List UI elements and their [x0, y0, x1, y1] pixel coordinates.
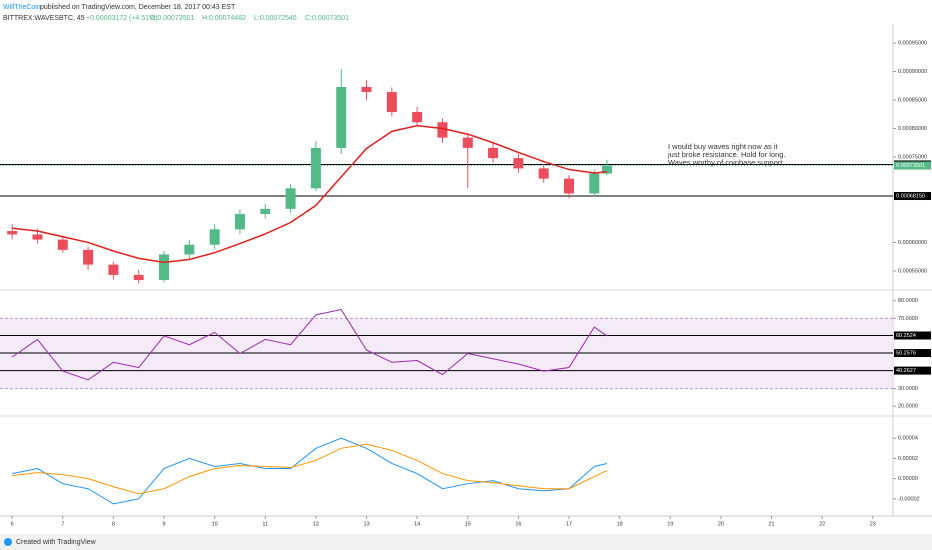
y-tick-label: 0.00075000: [898, 154, 927, 160]
high: H:0.00074482: [202, 15, 246, 22]
level-tag: [894, 331, 931, 340]
low: L:0.00072546: [254, 15, 297, 22]
y-tick-label: 0.00060000: [898, 240, 927, 246]
candle-body: [386, 92, 397, 113]
y-tick-label: 70.0000: [898, 316, 918, 322]
level-tag: [894, 349, 931, 358]
candle-body: [57, 239, 68, 250]
last-price-tag: [894, 161, 931, 170]
x-tick-label: 17: [566, 521, 572, 527]
candle-body: [32, 234, 43, 240]
x-tick-label: 21: [768, 521, 774, 527]
y-tick-label: 0.00095000: [898, 41, 927, 47]
series-line: [12, 437, 608, 505]
candle-body: [361, 86, 372, 93]
y-tick-label: 30.0000: [898, 386, 918, 392]
candle-body: [83, 249, 94, 265]
candle-body: [108, 264, 119, 275]
y-tick-label: -0.00002: [898, 496, 920, 502]
candle-body: [310, 147, 321, 189]
x-tick-label: 13: [363, 521, 369, 527]
y-tick-label: 0.00000: [898, 476, 918, 482]
x-tick-label: 16: [515, 521, 521, 527]
published: published on TradingView.com, December 1…: [40, 4, 236, 11]
close: C:0.00073501: [305, 15, 349, 22]
candle-body: [513, 158, 524, 169]
open: O:0.00073501: [150, 15, 194, 22]
series-line: [11, 309, 608, 381]
x-tick-label: 9: [162, 521, 165, 527]
candle-body: [7, 231, 18, 235]
y-tick-label: 0.00085000: [898, 97, 927, 103]
y-tick-label: 0.00055000: [898, 268, 927, 274]
candle-body: [488, 147, 499, 159]
footer-bar: [0, 534, 932, 550]
x-tick-label: 18: [617, 521, 623, 527]
candle-body: [184, 244, 195, 255]
x-tick-label: 20: [718, 521, 724, 527]
x-tick-label: 6: [11, 521, 14, 527]
author[interactable]: WillTheCoin: [3, 4, 41, 11]
symbol: BITTREX:WAVESBTC, 45: [3, 15, 85, 22]
footer: Created with TradingView: [16, 539, 97, 546]
annotation: Waves worthy of coinbase support.: [668, 158, 784, 167]
candle-body: [159, 254, 170, 281]
x-tick-label: 7: [61, 521, 64, 527]
x-tick-label: 19: [667, 521, 673, 527]
candle-body: [437, 122, 448, 138]
level-label: 60.2524: [896, 333, 916, 339]
candle-body: [260, 208, 271, 214]
annotation: just broke resistance. Hold for long.: [667, 150, 786, 159]
last-price-label: 0.00073501: [896, 163, 925, 169]
y-tick-label: 0.00080000: [898, 126, 927, 132]
candle-body: [209, 229, 220, 245]
candle-body: [564, 178, 575, 194]
candle-body: [601, 165, 612, 174]
x-tick-label: 11: [262, 521, 268, 527]
annotation: I would buy waves right now as it: [668, 142, 779, 151]
candle-body: [462, 137, 473, 148]
x-tick-label: 14: [414, 521, 420, 527]
candle-body: [133, 274, 144, 281]
y-tick-label: 20.0000: [898, 404, 918, 410]
level-label: 0.00068150: [896, 193, 925, 199]
candle-body: [336, 86, 347, 148]
candle-body: [234, 213, 245, 230]
x-tick-label: 22: [819, 521, 825, 527]
level-label: 50.2576: [896, 351, 916, 357]
logo: [4, 538, 12, 546]
candle-body: [412, 112, 423, 123]
x-tick-label: 8: [112, 521, 115, 527]
series-line: [12, 124, 608, 264]
x-tick-label: 23: [870, 521, 876, 527]
y-tick-label: 0.00004: [898, 436, 918, 442]
level-tag: [894, 366, 931, 375]
x-tick-label: 15: [465, 521, 471, 527]
y-tick-label: 80.0000: [898, 298, 918, 304]
change: +0.00003172 (+4.51%): [86, 15, 158, 22]
y-tick-label: 0.00002: [898, 456, 918, 462]
x-tick-label: 12: [313, 521, 319, 527]
series-line: [12, 443, 608, 495]
y-tick-label: 0.00090000: [898, 69, 927, 75]
level-label: 40.2627: [896, 368, 916, 374]
level-tag: [894, 192, 931, 201]
candle-body: [285, 188, 296, 209]
x-tick-label: 10: [212, 521, 218, 527]
candle-body: [589, 173, 600, 194]
candle-body: [538, 168, 549, 179]
